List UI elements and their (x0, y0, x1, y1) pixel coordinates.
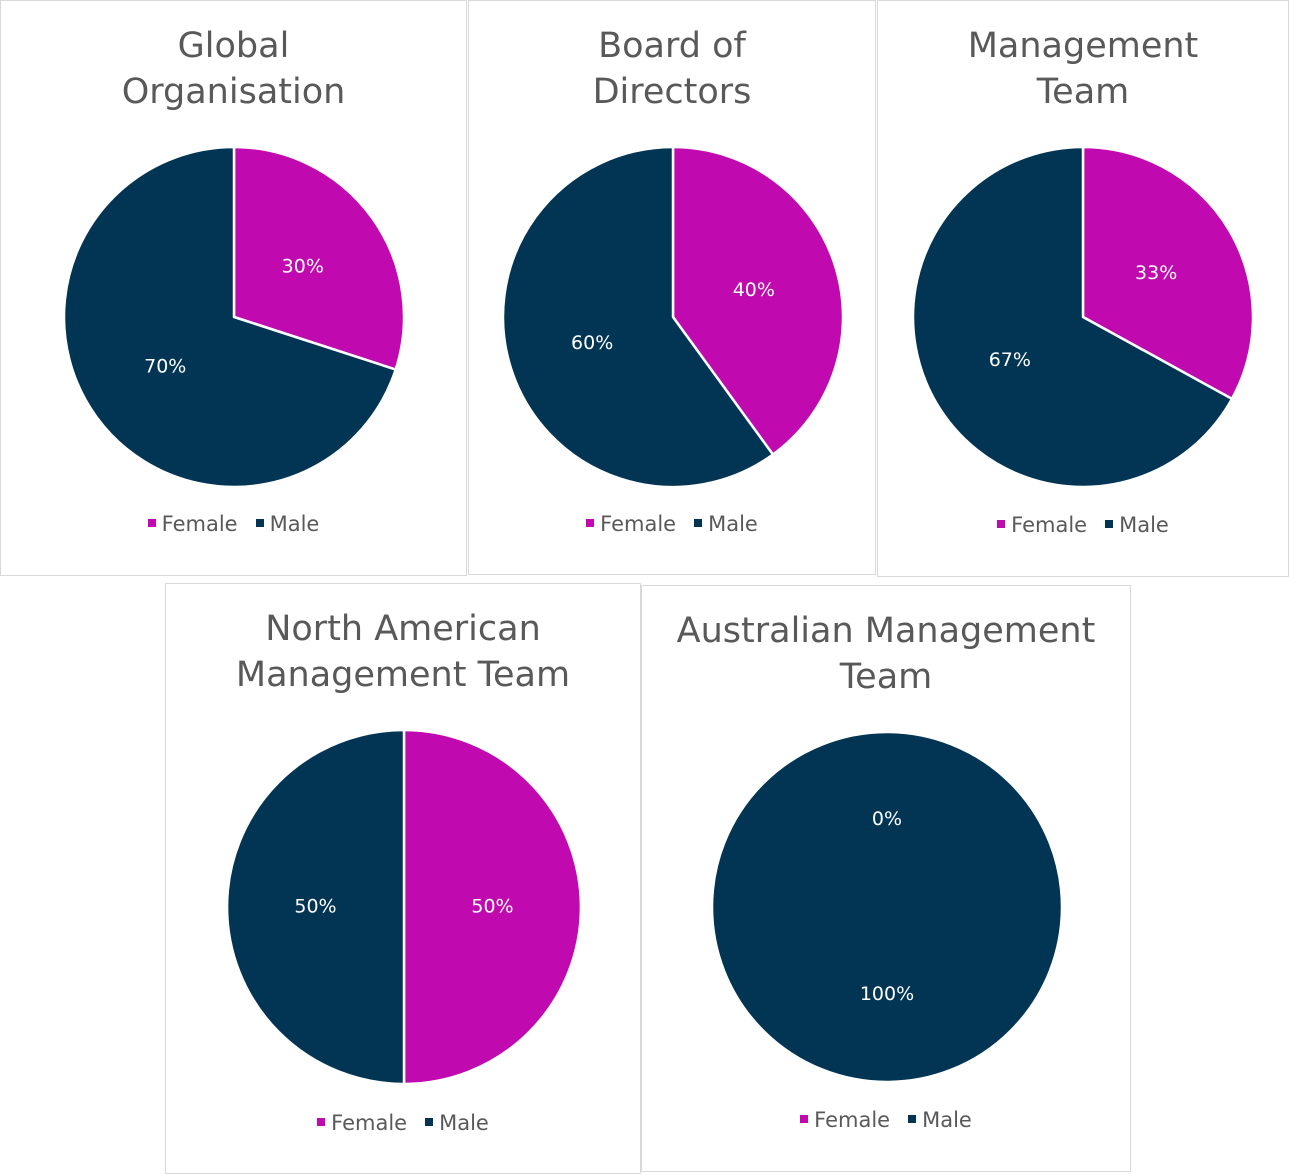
pie-slice (402, 728, 583, 1086)
pie-slice (501, 145, 775, 489)
chart-panel: Board of Directors 40% 60% Female Male (468, 0, 876, 575)
data-label: 30% (282, 256, 324, 278)
legend-item: Female (800, 1108, 890, 1132)
legend-label: Female (1011, 513, 1088, 537)
legend-item: Female (147, 512, 238, 536)
pie-chart: 0% 100% (710, 730, 1064, 1084)
legend-swatch (255, 519, 264, 527)
legend-item: Male (1105, 513, 1169, 537)
legend-label: Male (269, 512, 320, 536)
legend-swatch (908, 1115, 917, 1123)
pie-slice (232, 145, 406, 371)
chart-panel: North American Management Team 50% 50% Fema… (165, 583, 641, 1174)
legend: Female Male (166, 1111, 640, 1135)
data-label: 67% (989, 349, 1031, 371)
legend-swatch (586, 519, 595, 527)
legend-label: Male (1119, 513, 1169, 537)
legend-swatch (997, 520, 1006, 528)
legend-item: Female (997, 513, 1087, 537)
data-label: 50% (471, 896, 513, 918)
chart-title: Board of Directors (592, 26, 752, 112)
pie-chart: 40% 60% (501, 145, 845, 489)
legend: Female Male (642, 1108, 1130, 1132)
pie-slice (671, 145, 845, 456)
chart-panel: Management Team 33% 67% Female Male (877, 0, 1289, 577)
pie-chart: 50% 50% (225, 728, 583, 1086)
data-label: 60% (571, 332, 613, 354)
data-label: 0% (872, 808, 902, 830)
pie-slice (1081, 145, 1255, 401)
legend-item: Male (425, 1111, 489, 1135)
pie-slice (911, 145, 1234, 489)
data-label: 33% (1135, 262, 1177, 284)
pie-chart: 33% 67% (911, 145, 1255, 489)
legend-label: Female (161, 512, 238, 536)
pie-slice (62, 145, 397, 489)
legend-swatch (147, 519, 156, 527)
legend-label: Female (331, 1111, 408, 1135)
data-label: 40% (733, 279, 775, 301)
data-label: 50% (294, 896, 336, 918)
chart-panel: Global Organisation 30% 70% Female Male (0, 0, 467, 576)
legend: Female Male (878, 513, 1288, 537)
legend-swatch (1105, 520, 1114, 528)
legend-label: Male (439, 1111, 489, 1135)
chart-title: Global Organisation (121, 26, 346, 112)
legend-swatch (317, 1118, 326, 1126)
legend-label: Male (922, 1108, 972, 1132)
pie-slice (225, 728, 406, 1086)
legend-item: Male (694, 512, 758, 536)
data-label: 100% (860, 983, 914, 1005)
chart-title: North American Management Team (235, 609, 571, 695)
legend: Female Male (1, 512, 466, 536)
data-label: 70% (144, 355, 186, 377)
chart-title: Management Team (967, 26, 1199, 112)
legend-label: Female (600, 512, 677, 536)
legend-label: Male (708, 512, 758, 536)
legend-item: Male (255, 512, 320, 536)
pie-slice (710, 730, 1064, 1084)
legend-item: Male (908, 1108, 972, 1132)
legend-item: Female (586, 512, 676, 536)
legend-label: Female (814, 1108, 891, 1132)
legend: Female Male (469, 512, 875, 536)
legend-swatch (694, 519, 703, 527)
pie-chart: 30% 70% (62, 145, 406, 489)
legend-swatch (425, 1118, 434, 1126)
chart-title: Australian Management Team (676, 611, 1096, 697)
legend-swatch (800, 1115, 809, 1123)
legend-item: Female (317, 1111, 407, 1135)
chart-panel: Australian Management Team 0% 100% Female Ma… (641, 585, 1131, 1172)
